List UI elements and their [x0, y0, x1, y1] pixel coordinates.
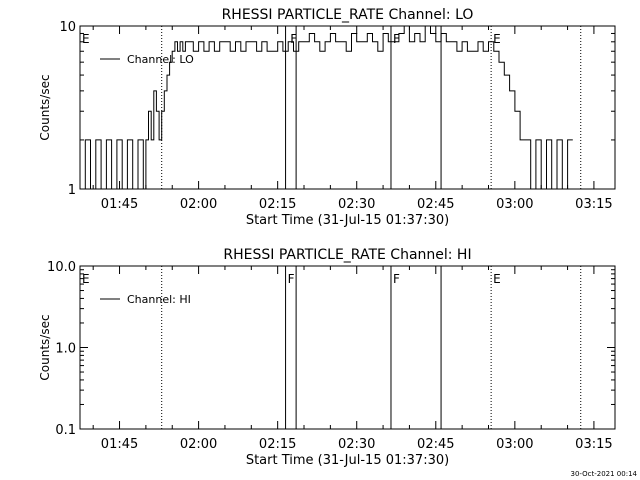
plot-frame: [79, 25, 616, 190]
y-axis-label: Counts/sec: [38, 74, 52, 140]
chart-title: RHESSI PARTICLE_RATE Channel: LO: [222, 7, 474, 23]
series-line: [80, 26, 573, 189]
plot-frame: [79, 265, 616, 430]
annotation-label: E: [82, 32, 90, 46]
x-tick-label: 02:00: [180, 437, 217, 452]
annotation-label: E: [493, 32, 501, 46]
legend-label: Channel: LO: [127, 53, 194, 66]
x-tick-label: 01:45: [101, 437, 138, 452]
legend-label: Channel: HI: [127, 293, 191, 306]
annotation-label: F: [290, 32, 297, 46]
x-tick-label: 03:15: [575, 197, 612, 212]
chart-title: RHESSI PARTICLE_RATE Channel: HI: [223, 247, 471, 263]
annotation-label: E: [82, 272, 90, 286]
x-tick-label: 02:15: [259, 437, 296, 452]
x-axis-label: Start Time (31-Jul-15 01:37:30): [246, 213, 449, 228]
x-tick-label: 02:15: [259, 197, 296, 212]
x-tick-label: 03:00: [496, 197, 533, 212]
x-axis-label: Start Time (31-Jul-15 01:37:30): [246, 453, 449, 468]
x-tick-label: 03:15: [575, 437, 612, 452]
annotation-label: E: [493, 272, 501, 286]
x-tick-label: 02:30: [338, 437, 375, 452]
x-tick-label: 02:30: [338, 197, 375, 212]
annotation-label: F: [393, 272, 400, 286]
y-tick-label: 10.0: [47, 260, 76, 275]
y-tick-label: 0.1: [55, 423, 76, 438]
x-tick-label: 02:00: [180, 197, 217, 212]
annotation-label: F: [393, 32, 400, 46]
footer-date: 30-Oct-2021 00:14: [571, 470, 638, 478]
x-tick-label: 02:45: [417, 197, 454, 212]
annotation-label: F: [288, 272, 295, 286]
y-axis-label: Counts/sec: [38, 314, 52, 380]
y-tick-label: 1: [68, 183, 76, 198]
x-tick-label: 01:45: [101, 197, 138, 212]
y-tick-label: 1.0: [55, 342, 76, 357]
y-tick-label: 10: [59, 20, 76, 35]
x-tick-label: 02:45: [417, 437, 454, 452]
x-tick-label: 03:00: [496, 437, 533, 452]
